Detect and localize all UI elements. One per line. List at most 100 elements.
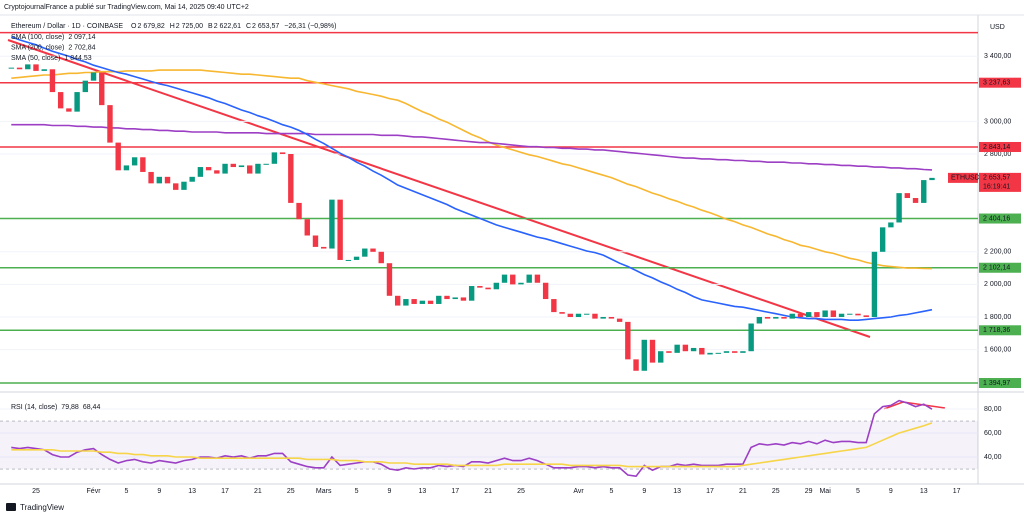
candle-body <box>592 313 598 319</box>
y-tick-label: 3 400,00 <box>984 53 1011 60</box>
x-tick-label: 25 <box>287 488 295 495</box>
level-tag <box>979 77 1021 88</box>
x-tick-label: 29 <box>805 488 813 495</box>
candle-body <box>781 316 787 319</box>
level-tag <box>979 213 1021 224</box>
candle-body <box>871 251 878 317</box>
y-tick-label: 1 600,00 <box>984 346 1011 353</box>
x-tick-label: Févr <box>87 488 102 495</box>
symbol: Ethereum / Dollar · 1D · COINBASE <box>11 23 123 30</box>
candle-body <box>658 351 664 363</box>
candle-body <box>822 310 828 317</box>
x-tick-label: Mars <box>316 488 332 495</box>
x-tick-label: Avr <box>573 488 584 495</box>
candle-body <box>526 274 532 283</box>
candle-body <box>156 176 162 184</box>
candle-body <box>181 181 187 190</box>
candle-body <box>296 202 302 220</box>
candle-body <box>205 167 212 171</box>
legend-value: 2 702,84 <box>68 44 95 51</box>
candle-body <box>41 69 47 71</box>
level-tag <box>979 262 1021 273</box>
logo <box>6 503 16 511</box>
candle-body <box>255 163 261 174</box>
x-tick-label: 17 <box>706 488 714 495</box>
x-tick-label: 13 <box>418 488 426 495</box>
candle-body <box>403 299 409 306</box>
candle-body <box>362 248 368 257</box>
candle-body <box>99 72 105 106</box>
candle-body <box>534 274 541 283</box>
x-tick-label: 9 <box>889 488 893 495</box>
candle-body <box>649 339 656 363</box>
candle-body <box>263 163 269 165</box>
price-tag <box>979 172 1021 192</box>
candle-body <box>888 222 894 228</box>
x-tick-label: 5 <box>124 488 128 495</box>
x-tick-label: 25 <box>32 488 40 495</box>
candle-body <box>427 300 434 304</box>
x-tick-label: 17 <box>953 488 961 495</box>
candle-body <box>847 313 853 315</box>
candle-body <box>82 80 89 93</box>
legend-name: SMA (100, close) <box>11 34 64 41</box>
candle-body <box>797 313 804 317</box>
x-tick-label: 21 <box>739 488 747 495</box>
legend-value: 79,88 <box>61 404 79 411</box>
candle-body <box>189 176 195 182</box>
x-tick-label: 5 <box>856 488 860 495</box>
candle-body <box>904 193 911 199</box>
candle-body <box>329 199 335 249</box>
level-tag <box>979 141 1021 152</box>
ohlc-key: O <box>131 23 137 30</box>
candle-body <box>197 167 204 177</box>
candle-body <box>140 157 146 172</box>
y-tick-label: 40,00 <box>984 454 1002 461</box>
candle-body <box>584 313 590 315</box>
candle-body <box>690 347 697 352</box>
candle-body <box>247 165 253 174</box>
candle-body <box>131 157 138 166</box>
candle-body <box>600 316 606 319</box>
symbol-tag-label: ETHUSD <box>951 175 980 182</box>
x-tick-label: 21 <box>254 488 262 495</box>
candle-body <box>394 295 401 306</box>
candle-body <box>633 359 639 371</box>
x-tick-label: 13 <box>188 488 196 495</box>
level-label: 2 404,16 <box>983 215 1010 222</box>
ohlc-key: C <box>246 23 251 30</box>
candle-body <box>271 152 278 164</box>
level-label: 3 237,63 <box>983 80 1010 87</box>
line-series <box>11 399 933 478</box>
candle-body <box>830 310 837 317</box>
countdown: 16:19:41 <box>983 184 1010 191</box>
price-tag-label: 2 653,57 <box>983 175 1010 182</box>
candle-body <box>773 316 779 319</box>
ohlc-value: 2 622,61 <box>214 23 241 30</box>
candle-body <box>337 199 343 260</box>
candle-body <box>238 165 245 168</box>
line-series <box>11 422 933 468</box>
y-tick-label: 1 800,00 <box>984 314 1011 321</box>
candle-body <box>312 235 319 247</box>
trendline <box>7 39 871 338</box>
candle-body <box>608 316 615 319</box>
candle-body <box>616 318 623 322</box>
candle-body <box>863 315 869 317</box>
candle-body <box>345 259 352 261</box>
candle-body <box>444 295 450 300</box>
legend-name: SMA (50, close) <box>11 55 60 62</box>
ohlc-value: 2 653,57 <box>252 23 279 30</box>
candle-body <box>173 183 179 190</box>
x-tick-label: 17 <box>451 488 459 495</box>
candle-body <box>468 286 475 301</box>
candle-body <box>214 170 220 174</box>
line-series <box>11 35 933 321</box>
candle-body <box>789 313 795 319</box>
candle-body <box>748 323 754 352</box>
legend-name: SMA (200, close) <box>11 44 64 51</box>
candle-body <box>493 282 500 290</box>
x-tick-label: 25 <box>772 488 780 495</box>
level-tag <box>979 325 1021 336</box>
